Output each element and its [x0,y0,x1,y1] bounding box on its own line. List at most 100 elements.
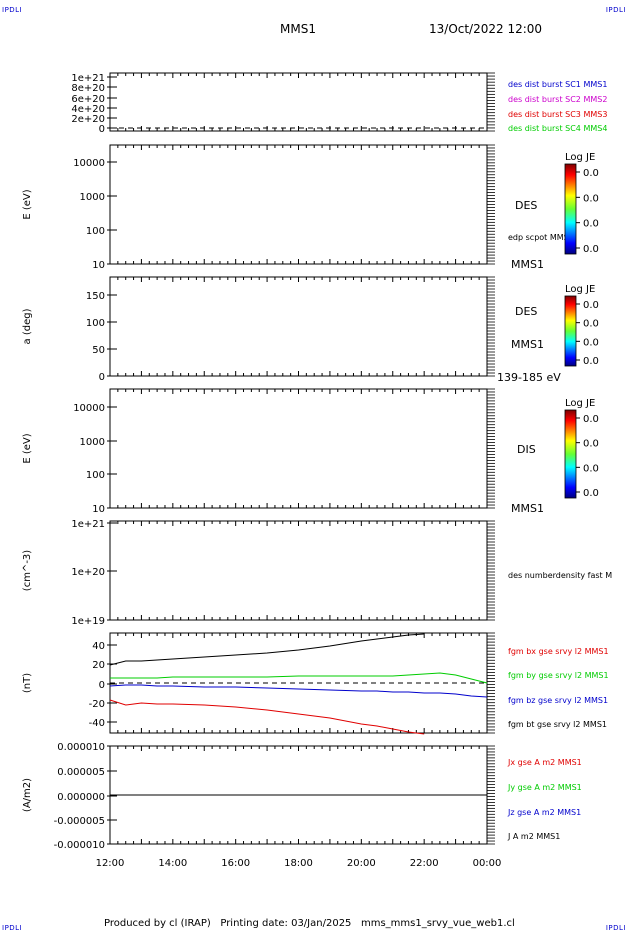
y-tick-label-current: 0.000010 [57,742,105,753]
colorbar-tick-label-des_pitch: 0.0 [583,300,599,311]
y-tick-label-des_energy: 1000 [80,192,105,203]
y-axis-label-density: (cm^-3) [22,550,33,591]
series-line-fgm [110,672,488,684]
y-tick-label-des_pitch: 150 [86,291,105,302]
x-tick-label: 14:00 [158,858,187,869]
panel-label-des_pitch: DES [515,305,537,318]
y-tick-label-dis_energy: 100 [86,470,105,481]
legend-entry-current: Jy gse A m2 MMS1 [507,783,582,792]
colorbar-title-des_pitch: Log JE [565,284,595,295]
y-tick-label-fgm: 20 [92,660,105,671]
y-tick-label-des_energy: 10000 [73,158,105,169]
legend-entry-burst: des dist burst SC2 MMS2 [508,95,607,104]
y-tick-label-des_pitch: 50 [92,345,105,356]
panel-frame-burst [109,72,488,132]
y-axis-label-dis_energy: E (eV) [22,433,33,463]
y-tick-label-current: -0.000010 [54,840,105,851]
colorbar-tick-label-des_energy: 0.0 [583,219,599,230]
y-tick-label-current: 0.000000 [57,792,105,803]
y-axis-label-des_pitch: a (deg) [22,308,33,344]
y-tick-label-fgm: 0 [99,680,105,691]
x-tick-label: 22:00 [410,858,439,869]
header-datetime: 13/Oct/2022 12:00 [429,22,543,36]
colorbar-title-dis_energy: Log JE [565,398,595,409]
x-tick-label: 16:00 [221,858,250,869]
panel-label-des_energy: DES [515,199,537,212]
y-tick-label-des_pitch: 100 [86,318,105,329]
colorbar-des_pitch [564,295,577,367]
panel-frame-dis_energy [109,388,488,509]
footer-producer: Produced by cl (IRAP) [104,918,211,929]
legend-entry-fgm: fgm bz gse srvy l2 MMS1 [508,696,608,705]
y-tick-label-burst: 8e+20 [71,83,105,94]
panel-label-dis_energy: MMS1 [511,502,544,515]
y-tick-label-density: 1e+19 [71,616,105,627]
x-tick-label: 12:00 [96,858,125,869]
colorbar-title-des_energy: Log JE [565,152,595,163]
colorbar-tick-label-dis_energy: 0.0 [583,488,599,499]
x-tick-label: 00:00 [473,858,502,869]
corner-mark-br: IPDLI [605,924,626,932]
legend-entry-burst: des dist burst SC1 MMS1 [508,80,607,89]
panel-label-des_energy: edp scpot MMS1 [508,233,574,242]
footer-file: mms_mms1_srvy_vue_web1.cl [360,918,515,929]
colorbar-des_energy [564,163,577,255]
y-tick-label-fgm: 40 [92,641,105,652]
panel-label-des_energy: MMS1 [511,258,544,271]
panel-label-dis_energy: DIS [517,443,536,456]
y-tick-label-current: 0.000005 [57,767,105,778]
legend-entry-density: des numberdensity fast M [508,571,612,580]
colorbar-tick-label-des_pitch: 0.0 [583,356,599,367]
legend-entry-fgm: fgm bt gse srvy l2 MMS1 [508,720,607,729]
y-tick-label-dis_energy: 10000 [73,403,105,414]
y-tick-label-burst: 4e+20 [71,104,105,115]
y-tick-label-burst: 0 [99,124,105,135]
series-line-fgm [109,699,425,735]
y-tick-label-burst: 1e+21 [71,73,105,84]
colorbar-tick-label-des_pitch: 0.0 [583,337,599,348]
y-axis-label-fgm: (nT) [22,673,33,693]
colorbar-tick-label-des_energy: 0.0 [583,244,599,255]
panel-frame-des_pitch [109,276,488,377]
y-tick-label-burst: 2e+20 [71,114,105,125]
colorbar-tick-label-dis_energy: 0.0 [583,463,599,474]
colorbar-dis_energy [564,409,577,499]
colorbar-tick-label-des_energy: 0.0 [583,193,599,204]
y-tick-label-fgm: -20 [89,699,105,710]
legend-entry-burst: des dist burst SC3 MMS3 [508,110,607,119]
corner-mark-bl: IPDLI [2,924,23,932]
legend-entry-burst: des dist burst SC4 MMS4 [508,124,607,133]
colorbar-tick-label-dis_energy: 0.0 [583,439,599,450]
colorbar-tick-label-des_energy: 0.0 [583,168,599,179]
series-line-fgm [109,633,425,666]
legend-entry-current: Jz gse A m2 MMS1 [507,808,581,817]
y-tick-label-current: -0.000005 [54,816,105,827]
y-tick-label-des_pitch: 0 [99,372,105,383]
x-tick-label: 20:00 [347,858,376,869]
y-tick-label-density: 1e+20 [71,567,105,578]
footer-text: Produced by cl (IRAP) Printing date: 03/… [104,918,515,929]
y-axis-label-des_energy: E (eV) [22,189,33,219]
colorbar-tick-label-dis_energy: 0.0 [583,414,599,425]
footer-date: Printing date: 03/Jan/2025 [220,918,352,929]
x-tick-label: 18:00 [284,858,313,869]
y-tick-label-density: 1e+21 [71,519,105,530]
y-axis-label-current: (A/m2) [22,778,33,812]
colorbar-tick-label-des_pitch: 0.0 [583,319,599,330]
y-tick-label-dis_energy: 10 [92,504,105,515]
legend-entry-current: Jx gse A m2 MMS1 [507,758,582,767]
y-tick-label-dis_energy: 1000 [80,437,105,448]
legend-entry-current: J A m2 MMS1 [507,832,560,841]
corner-mark-tl: IPDLI [2,6,23,14]
series-line-fgm [109,684,488,698]
panel-label-des_pitch: MMS1 [511,338,544,351]
y-tick-label-des_energy: 100 [86,226,105,237]
legend-entry-fgm: fgm by gse srvy l2 MMS1 [508,671,609,680]
y-tick-label-burst: 6e+20 [71,94,105,105]
panel-label-des_pitch: 139-185 eV [497,371,561,384]
legend-entry-fgm: fgm bx gse srvy l2 MMS1 [508,647,609,656]
y-tick-label-fgm: -40 [89,718,105,729]
panel-frame-density [109,520,488,621]
corner-mark-tr: IPDLI [605,6,626,14]
